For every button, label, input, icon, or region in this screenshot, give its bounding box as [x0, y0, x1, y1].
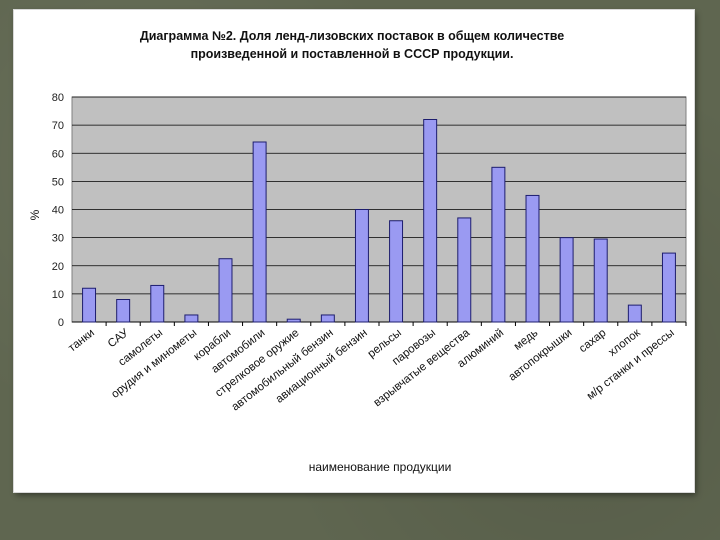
- y-tick-label: 0: [58, 317, 64, 329]
- bar: [150, 284, 165, 323]
- bar: [593, 238, 608, 323]
- x-category-label: сахар: [577, 327, 608, 355]
- y-tick-label: 50: [52, 176, 64, 188]
- x-category-label: автопокрышки: [507, 327, 575, 384]
- chart-title-line-1: Диаграмма №2. Доля ленд-лизовских постав…: [140, 29, 564, 43]
- bar: [661, 252, 676, 323]
- slide: Диаграмма №2. Доля ленд-лизовских постав…: [14, 10, 694, 492]
- x-category-label: танки: [66, 327, 97, 355]
- bar: [389, 220, 404, 323]
- y-axis-title: %: [28, 209, 42, 220]
- gridlines: [72, 96, 686, 295]
- bar: [184, 314, 199, 323]
- chart-title-line-2: произведенной и поставленной в СССР прод…: [191, 47, 514, 61]
- y-tick-label: 80: [52, 92, 64, 104]
- bar: [320, 314, 335, 323]
- y-axis-ticks: 0 10 20 30 40 50 60 70 80: [52, 92, 64, 329]
- y-tick-label: 40: [52, 205, 64, 217]
- y-tick-label: 60: [52, 148, 64, 160]
- bar: [627, 304, 642, 323]
- bar: [252, 141, 267, 323]
- bar: [423, 119, 438, 323]
- bar-chart: Диаграмма №2. Доля ленд-лизовских постав…: [28, 29, 687, 474]
- bar: [116, 299, 131, 323]
- bar: [559, 237, 574, 323]
- bar: [491, 166, 506, 323]
- bar: [218, 258, 233, 323]
- bar: [286, 318, 301, 323]
- bar: [354, 209, 369, 323]
- x-axis-title: наименование продукции: [309, 460, 452, 474]
- y-tick-label: 30: [52, 233, 64, 245]
- x-category-label: медь: [512, 327, 540, 353]
- bar: [525, 194, 540, 323]
- y-tick-label: 20: [52, 261, 64, 273]
- bar: [457, 217, 472, 323]
- bar: [82, 287, 97, 323]
- y-tick-label: 70: [52, 120, 64, 132]
- y-tick-label: 10: [52, 289, 64, 301]
- x-category-label: САУ: [106, 326, 132, 350]
